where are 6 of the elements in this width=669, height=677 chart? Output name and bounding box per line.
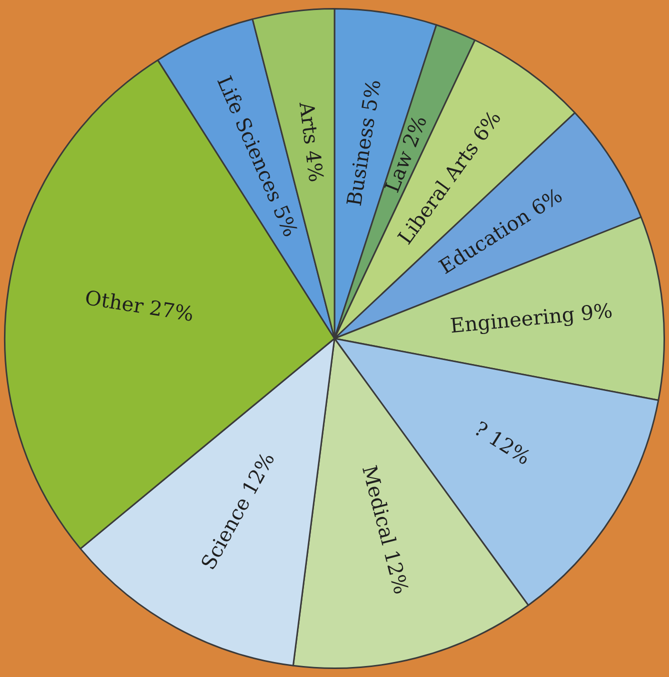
slice-label: Other 27% bbox=[83, 285, 196, 326]
slice-label: Business 5% bbox=[342, 78, 386, 208]
slice-label: Medical 12% bbox=[357, 462, 414, 597]
slice-label: ? 12% bbox=[470, 416, 535, 470]
slice-label: Engineering 9% bbox=[449, 298, 614, 338]
slice-label: Arts 4% bbox=[294, 100, 328, 184]
